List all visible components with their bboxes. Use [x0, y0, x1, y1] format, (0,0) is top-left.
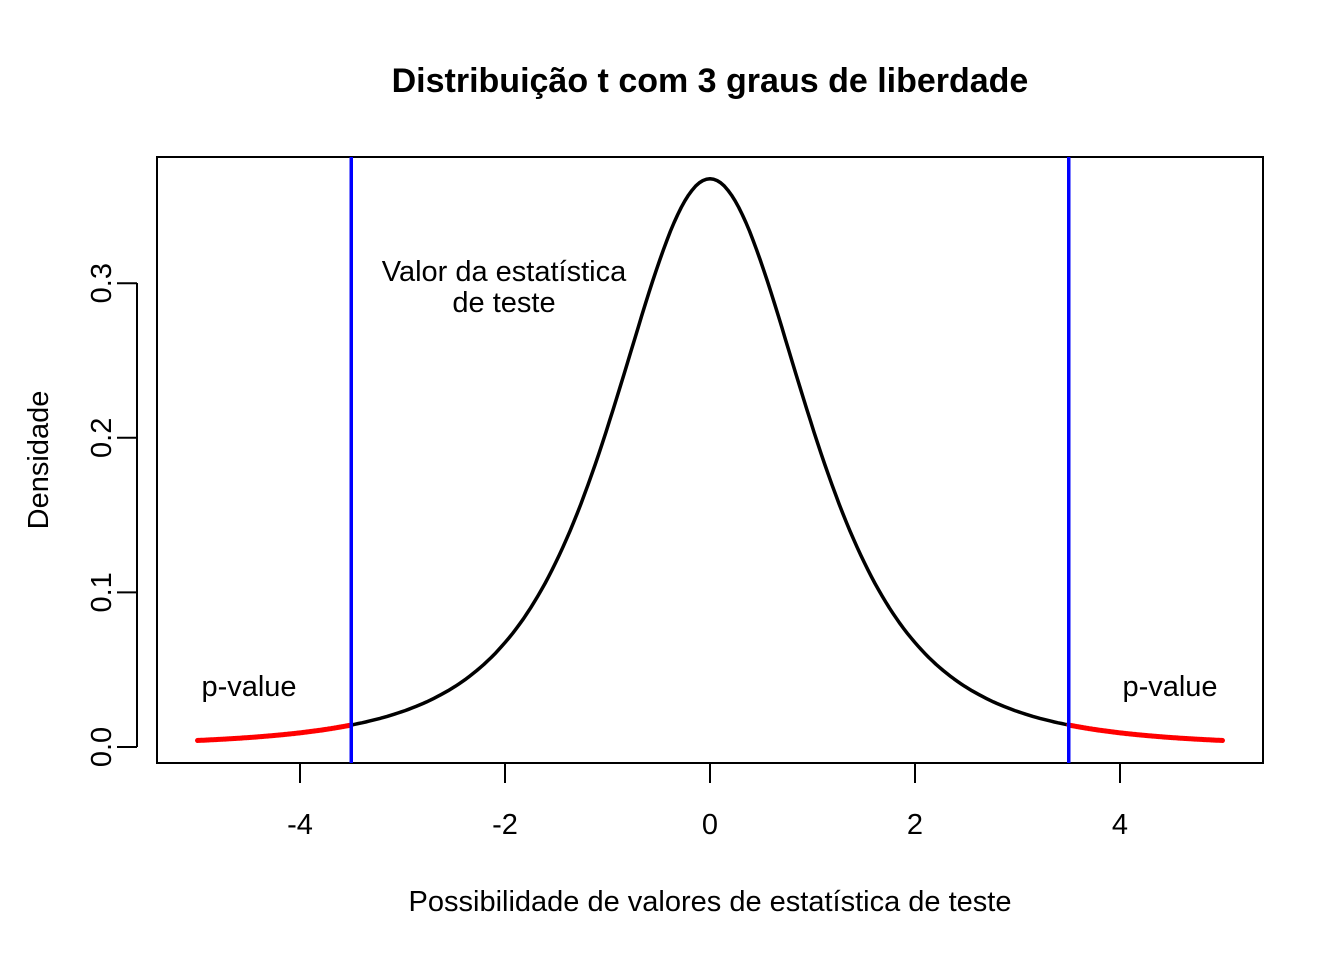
plot-frame: [156, 156, 1264, 764]
y-axis: 0.0 0.1 0.2 0.3: [86, 263, 138, 767]
left-tail-pvalue-curve: [195, 722, 354, 743]
y-tick-label: 0.0: [86, 727, 118, 767]
x-tick-label: 2: [907, 809, 923, 841]
chart-title: Distribuição t com 3 graus de liberdade: [392, 62, 1029, 100]
annotation-pvalue-right: p-value: [1122, 671, 1217, 703]
density-curve: [349, 177, 1071, 727]
y-tick-label: 0.1: [86, 572, 118, 612]
x-tick-label: -2: [492, 809, 518, 841]
x-axis: -4 -2 0 2 4: [287, 762, 1128, 841]
x-axis-label: Possibilidade de valores de estatística …: [409, 886, 1012, 918]
x-tick-label: -4: [287, 809, 313, 841]
y-tick-label: 0.2: [86, 418, 118, 458]
right-tail-pvalue-curve: [1066, 722, 1225, 743]
density-curves: [195, 177, 1225, 743]
x-tick-label: 0: [702, 809, 718, 841]
statistic-lines: [349, 157, 1071, 763]
annotation-statistic-line1: Valor da estatística: [382, 256, 627, 288]
y-axis-label: Densidade: [23, 391, 55, 530]
x-tick-label: 4: [1112, 809, 1128, 841]
annotation-pvalue-left: p-value: [201, 671, 296, 703]
annotation-statistic-line2: de teste: [452, 287, 555, 319]
y-tick-label: 0.3: [86, 263, 118, 303]
